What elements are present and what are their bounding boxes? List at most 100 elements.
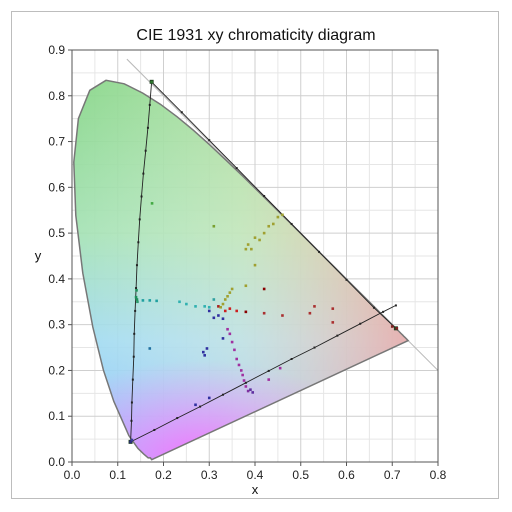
series-marker (345, 278, 348, 281)
series-marker (176, 417, 179, 420)
y-tick-label: 0.9 (48, 43, 65, 57)
scatter-point (134, 295, 138, 299)
scatter-point (217, 305, 220, 308)
series-marker (130, 401, 133, 404)
y-tick-label: 0.2 (48, 363, 65, 377)
scatter-point (251, 391, 255, 394)
series-marker (267, 369, 270, 372)
x-axis-ticks: 0.0 0.1 0.2 0.3 0.4 0.5 0.6 0.7 0.8 (64, 462, 447, 482)
scatter-point (212, 316, 216, 320)
scatter-point (228, 291, 232, 294)
scatter-point (207, 305, 211, 309)
scatter-point (130, 438, 134, 442)
scatter-point (331, 307, 335, 310)
series-marker (132, 355, 135, 358)
scatter-point (212, 224, 216, 228)
series-marker (290, 222, 293, 225)
scatter-point (230, 340, 234, 344)
color-gamut-fill (73, 80, 409, 460)
scatter-point (253, 236, 257, 239)
series-marker (153, 428, 156, 431)
series-marker (313, 346, 316, 349)
scatter-point (135, 289, 138, 292)
scatter-point (217, 314, 220, 317)
scatter-point (203, 354, 206, 357)
series-marker (146, 126, 149, 129)
series-marker (180, 111, 183, 114)
series-marker (394, 304, 397, 307)
series-marker (137, 241, 140, 244)
scatter-point (212, 298, 216, 301)
scatter-point (194, 403, 197, 407)
scatter-point (221, 337, 225, 340)
scatter-point (241, 373, 244, 377)
series-marker (130, 419, 133, 422)
x-tick-label: 0.7 (384, 468, 401, 482)
scatter-point (244, 247, 248, 251)
scatter-point (331, 321, 335, 324)
scatter-point (129, 440, 132, 444)
scatter-point (267, 224, 271, 228)
y-tick-label: 0.4 (48, 272, 65, 286)
scatter-point (237, 363, 241, 367)
x-tick-label: 0.1 (109, 468, 126, 482)
scatter-point (253, 263, 257, 267)
scatter-point (250, 247, 253, 251)
y-tick-label: 0.3 (48, 318, 65, 332)
scatter-point (203, 305, 206, 308)
scatter-point (390, 325, 394, 328)
x-tick-label: 0.5 (292, 468, 309, 482)
x-tick-label: 0.0 (64, 468, 81, 482)
series-marker (263, 195, 266, 198)
series-marker (138, 218, 141, 221)
scatter-point (313, 305, 316, 308)
scatter-point (135, 298, 139, 301)
series-marker (144, 149, 147, 152)
series-marker (140, 195, 143, 198)
series-marker (148, 103, 151, 106)
x-tick-label: 0.3 (201, 468, 218, 482)
x-tick-label: 0.8 (430, 468, 447, 482)
scatter-point (235, 357, 238, 361)
scatter-point (246, 243, 250, 246)
scatter-point (155, 299, 158, 303)
scatter-point (276, 215, 280, 219)
x-tick-label: 0.4 (247, 468, 264, 482)
series-marker (133, 332, 136, 335)
y-tick-label: 0.0 (48, 455, 65, 469)
scatter-point (207, 309, 211, 313)
scatter-point (308, 311, 312, 315)
scatter-point (262, 311, 266, 315)
scatter-point (207, 396, 211, 400)
scatter-point (249, 388, 252, 391)
scatter-point (150, 80, 153, 84)
scatter-point (223, 298, 227, 301)
series-marker (382, 310, 385, 313)
series-marker (142, 172, 145, 175)
scatter-point (228, 307, 232, 310)
series-marker (372, 306, 375, 309)
scatter-point (226, 294, 229, 298)
y-tick-label: 0.5 (48, 226, 65, 240)
series-marker (318, 250, 321, 253)
scatter-point (262, 287, 266, 291)
scatter-point (205, 347, 209, 350)
y-axis-label: y (35, 248, 42, 263)
scatter-point (228, 332, 232, 336)
scatter-point (262, 231, 266, 235)
scatter-point (281, 213, 284, 217)
series-marker (359, 322, 362, 325)
scatter-point (150, 202, 154, 205)
x-axis-label: x (252, 482, 259, 497)
series-marker (290, 358, 293, 360)
scatter-point (267, 378, 271, 381)
series-marker (134, 309, 137, 312)
series-marker (244, 381, 247, 384)
scatter-point (178, 300, 181, 304)
scatter-point (221, 302, 225, 306)
series-line-3 (151, 81, 397, 329)
series-marker (235, 167, 238, 170)
scatter-point (246, 389, 250, 393)
scatter-point (148, 347, 152, 350)
